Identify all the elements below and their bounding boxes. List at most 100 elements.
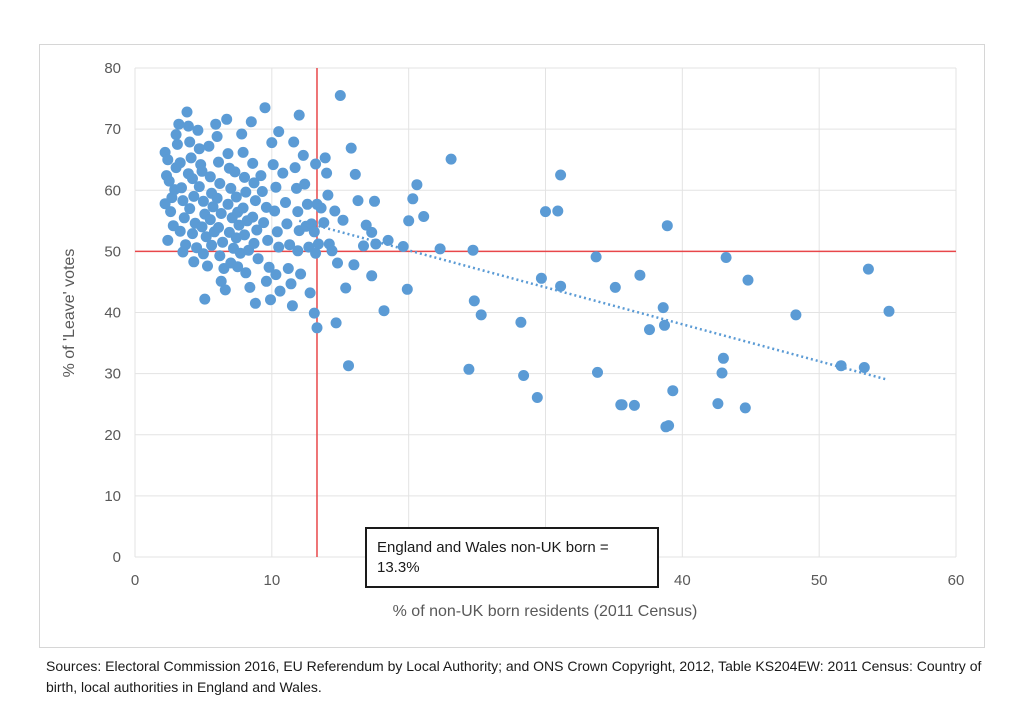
data-point <box>401 283 413 295</box>
data-point <box>717 352 729 364</box>
data-point <box>321 167 333 179</box>
data-point <box>291 182 302 194</box>
data-point <box>348 259 360 271</box>
data-point <box>204 214 216 226</box>
data-point <box>184 203 196 215</box>
data-point <box>266 137 278 149</box>
data-point <box>467 244 479 256</box>
data-point <box>463 363 475 375</box>
data-point <box>193 143 205 155</box>
y-tick-label: 10 <box>104 488 121 505</box>
data-point <box>249 297 261 309</box>
data-point <box>200 231 212 243</box>
data-point <box>352 195 364 207</box>
data-point <box>222 148 234 160</box>
data-point <box>222 198 234 210</box>
y-tick-label: 60 <box>104 182 121 199</box>
chart-frame: 0 10 20 30 40 50 60 0 10 20 30 40 50 60 70 80 % of non… <box>39 44 985 648</box>
data-point <box>835 360 847 372</box>
data-point <box>284 239 296 251</box>
data-point <box>378 305 390 317</box>
data-point <box>187 173 198 185</box>
data-point <box>277 167 289 179</box>
trendline-dotted <box>298 219 888 381</box>
data-point <box>237 146 249 158</box>
data-points <box>159 90 895 433</box>
data-point <box>239 229 250 241</box>
data-point <box>315 202 327 214</box>
data-point <box>382 234 394 246</box>
data-point <box>176 182 187 194</box>
scatter-chart: 0 10 20 30 40 50 60 0 10 20 30 40 50 60 70 80 % of non… <box>61 60 964 620</box>
data-point <box>256 186 268 197</box>
data-point <box>531 392 543 403</box>
data-point <box>225 182 237 194</box>
data-point <box>213 222 224 233</box>
data-point <box>280 197 291 208</box>
data-point <box>263 261 275 273</box>
data-point <box>418 211 430 222</box>
data-point <box>311 322 323 334</box>
data-point <box>552 205 564 217</box>
data-point <box>288 136 300 148</box>
data-point <box>304 287 316 299</box>
data-point <box>192 124 204 136</box>
data-point <box>862 263 874 275</box>
data-point <box>285 278 297 290</box>
y-tick-label: 20 <box>104 427 121 444</box>
data-point <box>790 309 802 321</box>
y-axis-title: % of 'Leave' votes <box>61 249 78 378</box>
data-point <box>292 245 304 257</box>
data-point <box>270 269 282 281</box>
data-point <box>181 106 193 118</box>
data-point <box>255 170 267 182</box>
y-tick-labels: 0 10 20 30 40 50 60 70 80 <box>104 60 121 566</box>
y-tick-label: 30 <box>104 366 121 383</box>
data-point <box>211 192 223 204</box>
data-point <box>659 319 670 331</box>
data-point <box>330 317 342 329</box>
data-point <box>445 153 457 165</box>
data-point <box>274 285 286 297</box>
data-point <box>326 245 338 257</box>
data-point <box>249 195 261 207</box>
data-point <box>282 263 294 274</box>
data-point <box>162 154 174 166</box>
data-point <box>182 120 194 132</box>
data-point <box>204 171 216 183</box>
data-point <box>366 226 378 238</box>
data-point <box>258 217 270 229</box>
data-point <box>188 256 200 268</box>
data-point <box>203 140 215 152</box>
data-point <box>174 225 186 237</box>
data-point <box>518 370 530 381</box>
data-point <box>343 360 354 372</box>
data-point <box>248 237 260 249</box>
data-point <box>230 191 242 203</box>
data-point <box>475 309 487 321</box>
data-point <box>644 324 655 336</box>
x-tick-label: 50 <box>811 572 828 589</box>
data-point <box>657 302 669 314</box>
annotation-box: England and Wales non-UK born = 13.3% <box>365 527 659 588</box>
x-axis-title: % of non-UK born residents (2011 Census) <box>393 603 698 620</box>
data-point <box>252 253 264 265</box>
data-point <box>217 236 229 248</box>
data-point <box>244 281 256 293</box>
data-point <box>174 157 186 169</box>
data-point <box>202 260 213 272</box>
data-point <box>170 129 182 141</box>
data-point <box>229 166 241 178</box>
data-point <box>515 316 527 328</box>
data-point <box>251 224 263 236</box>
data-point <box>247 211 259 223</box>
data-point <box>369 195 380 207</box>
data-point <box>366 270 378 282</box>
data-point <box>555 169 567 181</box>
data-point <box>163 175 175 187</box>
data-point <box>883 305 895 317</box>
data-point <box>196 221 208 233</box>
data-point <box>197 248 209 260</box>
trendline <box>298 219 888 381</box>
data-point <box>337 214 349 226</box>
